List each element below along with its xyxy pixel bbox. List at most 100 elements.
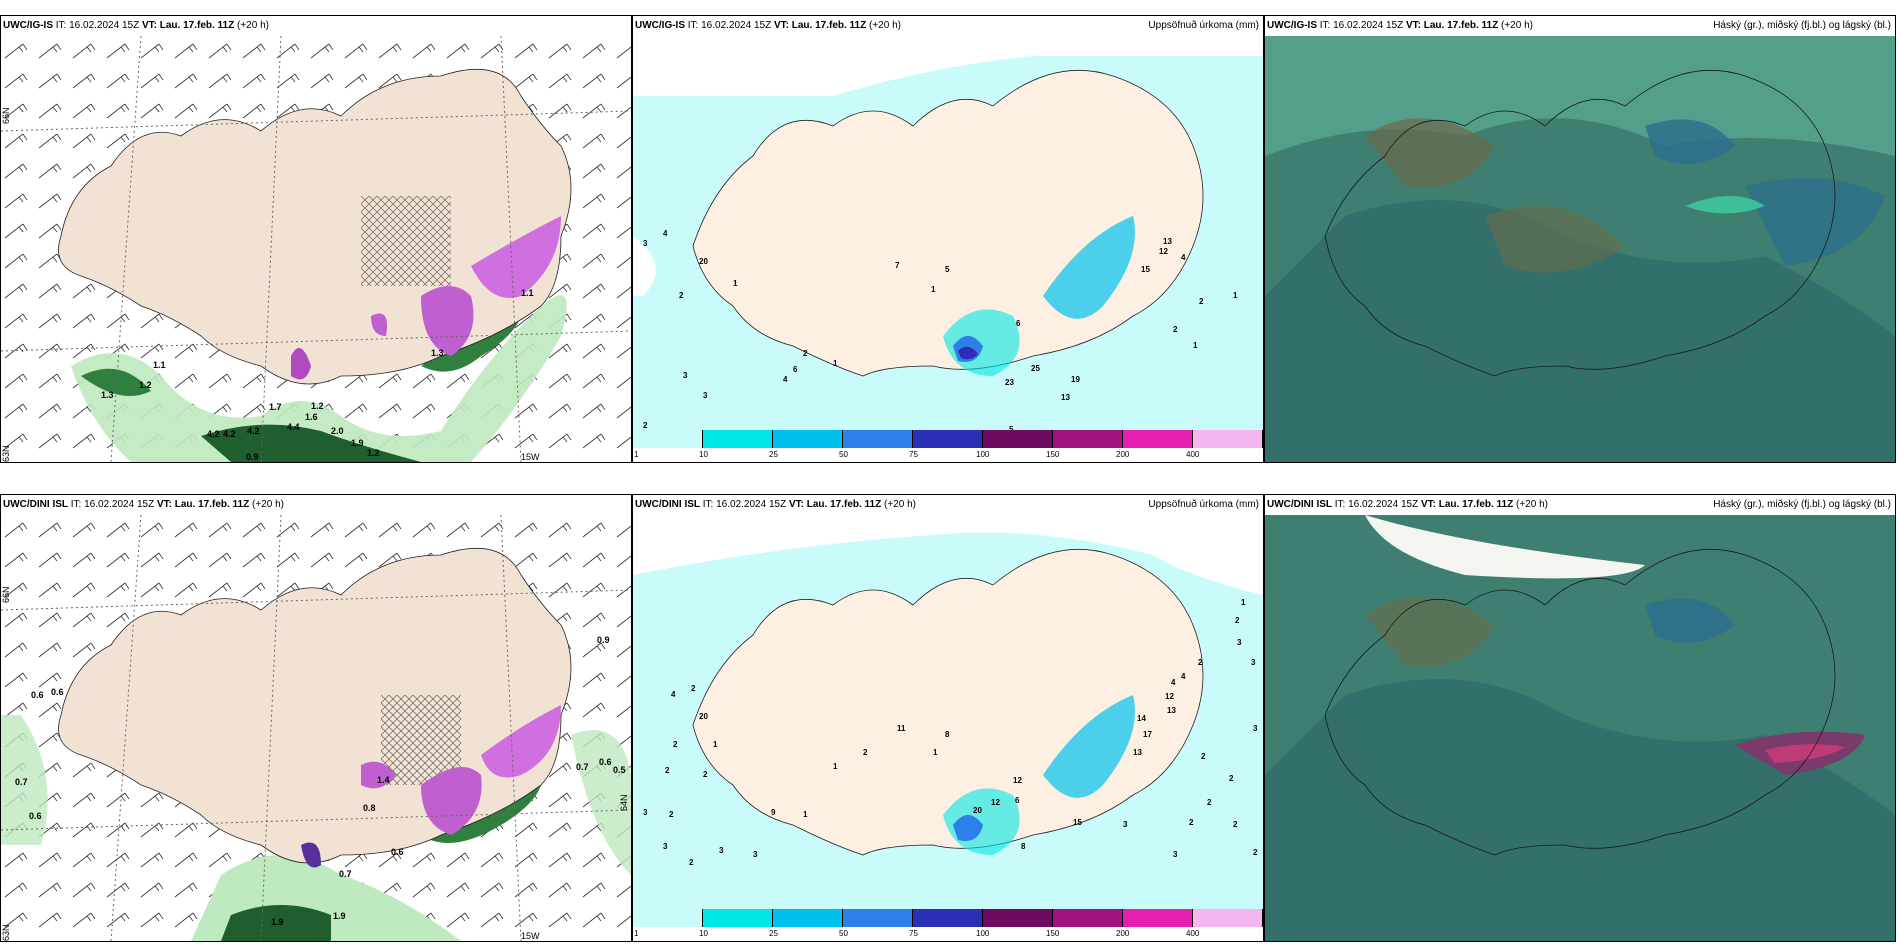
precip-colorbar: 1 10 25 50 75 100 150 200 400 bbox=[633, 909, 1263, 941]
svg-text:0.6: 0.6 bbox=[29, 811, 42, 821]
colorbar-label: 75 bbox=[909, 929, 918, 938]
svg-text:0.9: 0.9 bbox=[597, 635, 610, 645]
precip-map: 4 2 20 2 1 2 2 3 2 3 3 2 9 3 1 11 2 1 8 … bbox=[633, 515, 1263, 911]
svg-text:3: 3 bbox=[643, 808, 648, 817]
svg-text:25: 25 bbox=[1031, 364, 1040, 373]
svg-text:1.9: 1.9 bbox=[351, 438, 364, 448]
precip-values: 4 2 20 2 1 2 2 3 2 3 3 2 9 3 1 11 2 1 8 … bbox=[643, 598, 1258, 867]
svg-text:4.4: 4.4 bbox=[287, 422, 300, 432]
svg-text:2: 2 bbox=[1189, 818, 1194, 827]
panel-title: Uppsöfnuð úrkoma (mm) bbox=[1148, 499, 1259, 510]
cloud-map bbox=[1265, 515, 1895, 941]
colorbar-label: 50 bbox=[839, 450, 848, 459]
panel-ig-wind-snow: UWC/IG-IS IT: 16.02.2024 15Z VT: Lau. 17… bbox=[0, 15, 632, 463]
svg-text:4: 4 bbox=[1181, 672, 1186, 681]
init-time: 16.02.2024 15Z bbox=[1333, 20, 1404, 31]
model-name: UWC/IG-IS bbox=[3, 20, 53, 31]
cloud-map bbox=[1265, 36, 1895, 462]
svg-text:1: 1 bbox=[1241, 598, 1246, 607]
svg-text:0.6: 0.6 bbox=[391, 847, 404, 857]
panel-dini-wind-snow: UWC/DINI ISL IT: 16.02.2024 15Z VT: Lau.… bbox=[0, 494, 632, 942]
svg-text:20: 20 bbox=[699, 257, 708, 266]
svg-text:1: 1 bbox=[833, 359, 838, 368]
valid-time: Lau. 17.feb. 11Z bbox=[174, 499, 250, 510]
svg-text:4: 4 bbox=[1181, 253, 1186, 262]
valid-time: Lau. 17.feb. 11Z bbox=[806, 499, 882, 510]
svg-text:6: 6 bbox=[793, 365, 798, 374]
svg-text:2: 2 bbox=[1233, 820, 1238, 829]
svg-text:1.6: 1.6 bbox=[305, 412, 318, 422]
valid-time: Lau. 17.feb. 11Z bbox=[1423, 20, 1499, 31]
svg-text:3: 3 bbox=[1251, 658, 1256, 667]
svg-text:2: 2 bbox=[1207, 798, 1212, 807]
svg-text:2.0: 2.0 bbox=[331, 426, 344, 436]
vt-label: VT: bbox=[788, 499, 804, 510]
svg-text:8: 8 bbox=[945, 730, 950, 739]
svg-text:3: 3 bbox=[1253, 724, 1258, 733]
colorbar-label: 1 bbox=[634, 450, 639, 459]
svg-text:3: 3 bbox=[683, 371, 688, 380]
svg-text:12: 12 bbox=[991, 798, 1000, 807]
svg-text:0.7: 0.7 bbox=[339, 869, 352, 879]
it-label: IT: bbox=[70, 499, 82, 510]
svg-text:2: 2 bbox=[1253, 848, 1258, 857]
panel-dini-clouds: UWC/DINI ISL IT: 16.02.2024 15Z VT: Lau.… bbox=[1264, 494, 1896, 942]
panel-ig-clouds: UWC/IG-IS IT: 16.02.2024 15Z VT: Lau. 17… bbox=[1264, 15, 1896, 463]
svg-text:6: 6 bbox=[1016, 319, 1021, 328]
svg-text:0.5: 0.5 bbox=[613, 765, 626, 775]
svg-text:12: 12 bbox=[1013, 776, 1022, 785]
svg-text:15: 15 bbox=[1141, 265, 1150, 274]
colorbar-label: 400 bbox=[1186, 929, 1200, 938]
svg-text:2: 2 bbox=[679, 291, 684, 300]
svg-text:9: 9 bbox=[771, 808, 776, 817]
svg-text:2: 2 bbox=[673, 740, 678, 749]
colorbar-label: 25 bbox=[769, 450, 778, 459]
precip-map: 3 4 20 1 2 3 3 2 2 6 1 4 7 5 1 6 23 25 1… bbox=[633, 36, 1263, 432]
svg-text:6: 6 bbox=[1015, 796, 1020, 805]
svg-text:2: 2 bbox=[803, 349, 808, 358]
svg-text:1.4: 1.4 bbox=[377, 775, 390, 785]
svg-text:3: 3 bbox=[1237, 638, 1242, 647]
colorbar-label: 1 bbox=[634, 929, 639, 938]
panel-title: Uppsöfnuð úrkoma (mm) bbox=[1148, 20, 1259, 31]
svg-text:4: 4 bbox=[1171, 678, 1176, 687]
svg-text:1.2: 1.2 bbox=[367, 448, 380, 458]
svg-text:5: 5 bbox=[1009, 425, 1014, 432]
colorbar-label: 200 bbox=[1116, 450, 1130, 459]
colorbar-label: 100 bbox=[976, 450, 990, 459]
panel-title: Háský (gr.), miðský (fj.bl.) og lágský (… bbox=[1713, 499, 1891, 510]
svg-text:3: 3 bbox=[753, 850, 758, 859]
svg-text:19: 19 bbox=[1071, 375, 1080, 384]
model-name: UWC/DINI ISL bbox=[635, 499, 700, 510]
vt-label: VT: bbox=[773, 20, 789, 31]
lon-label: 15W bbox=[521, 452, 540, 462]
lon-label: 15W bbox=[521, 931, 540, 941]
svg-text:20: 20 bbox=[699, 712, 708, 721]
colorbar-label: 150 bbox=[1046, 450, 1060, 459]
lat-label: 66N bbox=[1, 107, 11, 124]
svg-text:1.3: 1.3 bbox=[431, 348, 444, 358]
svg-text:2: 2 bbox=[669, 810, 674, 819]
colorbar-label: 10 bbox=[699, 929, 708, 938]
svg-text:20: 20 bbox=[973, 806, 982, 815]
svg-text:4: 4 bbox=[663, 229, 668, 238]
it-label: IT: bbox=[1319, 20, 1331, 31]
svg-text:1.2: 1.2 bbox=[139, 380, 152, 390]
svg-text:2: 2 bbox=[1198, 658, 1203, 667]
colorbar-label: 100 bbox=[976, 929, 990, 938]
model-name: UWC/IG-IS bbox=[635, 20, 685, 31]
svg-text:13: 13 bbox=[1163, 237, 1172, 246]
colorbar-label: 150 bbox=[1046, 929, 1060, 938]
svg-text:1.7: 1.7 bbox=[269, 402, 282, 412]
svg-text:13: 13 bbox=[1167, 706, 1176, 715]
svg-text:3: 3 bbox=[1173, 850, 1178, 859]
svg-text:3: 3 bbox=[643, 239, 648, 248]
init-time: 16.02.2024 15Z bbox=[701, 20, 772, 31]
svg-text:4.2: 4.2 bbox=[207, 429, 220, 439]
panel-header: UWC/IG-IS IT: 16.02.2024 15Z VT: Lau. 17… bbox=[633, 16, 1263, 36]
init-time: 16.02.2024 15Z bbox=[716, 499, 787, 510]
svg-text:2: 2 bbox=[1229, 774, 1234, 783]
colorbar-label: 50 bbox=[839, 929, 848, 938]
model-name: UWC/IG-IS bbox=[1267, 20, 1317, 31]
precip-values: 0.6 0.6 0.7 0.6 0.9 0.7 0.6 0.5 0.8 1.4 … bbox=[15, 635, 626, 927]
